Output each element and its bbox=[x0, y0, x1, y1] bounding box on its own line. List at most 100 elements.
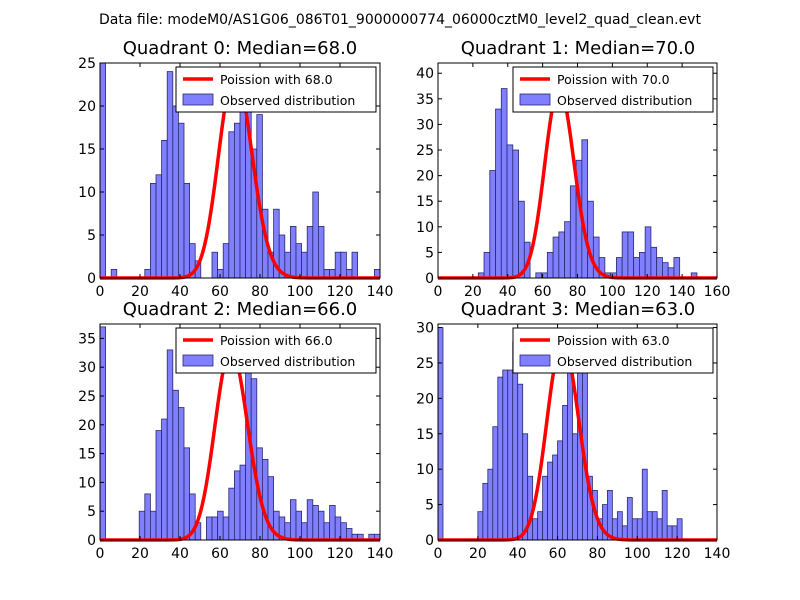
x-tick-label: 0 bbox=[434, 284, 443, 300]
x-tick-label: 40 bbox=[499, 284, 517, 300]
histogram-bar bbox=[166, 349, 174, 541]
x-tick-label: 0 bbox=[434, 546, 443, 562]
subplot-title: Quadrant 0: Median=68.0 bbox=[123, 38, 358, 59]
histogram-bar bbox=[177, 407, 185, 541]
x-tick-label: 120 bbox=[634, 284, 661, 300]
x-tick-label: 60 bbox=[549, 546, 567, 562]
x-tick-label: 60 bbox=[534, 284, 552, 300]
y-tick-label: 35 bbox=[416, 92, 434, 108]
x-tick-label: 20 bbox=[131, 546, 149, 562]
x-tick-label: 60 bbox=[211, 284, 229, 300]
y-tick-label: 10 bbox=[78, 475, 96, 491]
histogram-bar bbox=[205, 516, 213, 541]
legend-observed-swatch bbox=[182, 93, 214, 106]
y-tick-label: 15 bbox=[78, 447, 96, 463]
x-tick-label: 20 bbox=[469, 546, 487, 562]
histogram-bar bbox=[537, 511, 544, 541]
x-tick-label: 140 bbox=[669, 284, 696, 300]
subplot-quadrant-0: Quadrant 0: Median=68.0 0 20 40 60 80 100 120 1… bbox=[78, 38, 393, 300]
histogram-bar bbox=[626, 497, 633, 541]
histogram-bar bbox=[306, 499, 314, 541]
axis-ticks: 0 20 40 60 80 100 120 140 0 5 10 15 20 25 30 35 bbox=[78, 324, 393, 562]
histogram-bar bbox=[639, 252, 646, 279]
histogram-bar bbox=[671, 525, 678, 541]
histogram-bar bbox=[542, 475, 549, 541]
histogram-bar bbox=[489, 170, 496, 279]
histogram-bar bbox=[289, 225, 297, 279]
histogram-bar bbox=[569, 185, 577, 279]
histogram-bar bbox=[631, 518, 638, 541]
x-tick-label: 40 bbox=[509, 546, 527, 562]
histogram-bar bbox=[477, 511, 484, 541]
histogram-bar bbox=[317, 225, 325, 279]
x-tick-label: 20 bbox=[464, 284, 482, 300]
histogram-bar bbox=[507, 369, 514, 541]
x-tick-label: 60 bbox=[211, 546, 229, 562]
histogram-bar bbox=[644, 226, 652, 279]
y-tick-label: 25 bbox=[78, 56, 96, 72]
histogram-bar bbox=[211, 251, 218, 279]
legend-poisson-label: Poission with 70.0 bbox=[557, 72, 670, 87]
x-tick-label: 120 bbox=[327, 284, 354, 300]
histogram-bar bbox=[627, 231, 635, 279]
y-tick-label: 10 bbox=[416, 462, 434, 478]
legend-observed-swatch bbox=[182, 354, 214, 367]
y-tick-label: 20 bbox=[416, 169, 434, 185]
legend: Poission with 68.0 Observed distribution bbox=[175, 66, 377, 113]
y-tick-label: 30 bbox=[416, 321, 434, 337]
y-tick-label: 15 bbox=[78, 142, 96, 158]
histogram-bar bbox=[482, 482, 489, 541]
x-tick-label: 140 bbox=[367, 284, 394, 300]
x-tick-label: 140 bbox=[367, 546, 394, 562]
histogram-bar bbox=[562, 405, 568, 541]
histogram-bar bbox=[166, 71, 174, 279]
x-tick-label: 40 bbox=[171, 546, 189, 562]
subplot-quadrant-2: Quadrant 2: Median=66.0 0 20 40 60 80 100 120 1… bbox=[78, 299, 393, 562]
histogram-bar bbox=[587, 200, 594, 279]
axes-frame bbox=[99, 62, 381, 279]
axes-frame bbox=[99, 323, 381, 541]
histogram-bar bbox=[222, 243, 230, 279]
histogram-bar bbox=[615, 257, 623, 279]
histogram-bar bbox=[606, 490, 613, 541]
histogram-bar bbox=[535, 272, 542, 279]
histogram-bar bbox=[99, 62, 106, 279]
y-tick-label: 0 bbox=[87, 271, 96, 287]
x-tick-label: 120 bbox=[327, 546, 354, 562]
histogram-bar bbox=[547, 461, 553, 541]
y-tick-label: 15 bbox=[416, 194, 434, 210]
histogram-bar bbox=[656, 518, 663, 541]
subplot-quadrant-1: Quadrant 1: Median=70.0 0 20 40 60 80 100 120 1… bbox=[416, 38, 730, 300]
histogram-bar bbox=[228, 487, 235, 541]
histogram-bar bbox=[323, 522, 330, 541]
y-tick-label: 0 bbox=[425, 533, 434, 549]
histogram-bar bbox=[233, 470, 241, 541]
y-tick-label: 5 bbox=[87, 228, 96, 244]
histogram-bar bbox=[155, 174, 162, 279]
histogram-bar bbox=[351, 251, 358, 279]
histogram-bar bbox=[217, 510, 224, 541]
histogram-bar bbox=[492, 426, 499, 541]
legend-observed-swatch bbox=[519, 93, 551, 106]
histogram-bar bbox=[557, 440, 563, 541]
histogram-bar bbox=[329, 505, 336, 541]
histogram-bar bbox=[289, 499, 297, 541]
histogram-bar bbox=[646, 511, 653, 541]
x-tick-label: 80 bbox=[589, 546, 607, 562]
histogram-bar bbox=[144, 493, 151, 541]
histogram-bar bbox=[636, 518, 643, 541]
histogram-bar bbox=[546, 252, 554, 279]
histogram-bar bbox=[161, 418, 168, 541]
histogram-bar bbox=[306, 225, 314, 279]
histogram-bar bbox=[506, 144, 514, 279]
histogram-bar bbox=[340, 522, 347, 541]
histogram-bar bbox=[650, 246, 658, 279]
histogram-bar bbox=[666, 525, 673, 541]
histogram-bar bbox=[656, 257, 663, 279]
y-tick-label: 0 bbox=[87, 533, 96, 549]
histogram-bar bbox=[211, 516, 218, 541]
x-tick-label: 160 bbox=[704, 284, 731, 300]
histogram-bar bbox=[183, 447, 190, 541]
axis-ticks: 0 20 40 60 80 100 120 140 0 5 10 15 20 25 30 bbox=[416, 321, 730, 562]
